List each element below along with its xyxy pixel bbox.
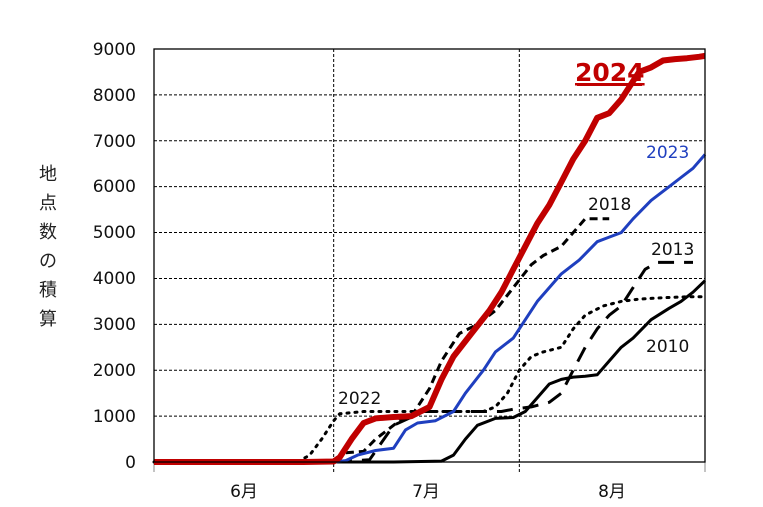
- label-2024: 2024: [575, 58, 645, 87]
- y-tick: 8000: [93, 86, 136, 106]
- y-tick: 0: [125, 453, 136, 473]
- label-2010: 2010: [646, 337, 689, 357]
- series-line-2018: [154, 217, 610, 464]
- y-axis-char: 点: [39, 193, 57, 214]
- plot-frame: [153, 48, 706, 463]
- y-tick: 3000: [93, 315, 136, 335]
- y-tick-labels: 0 1000 2000 3000 4000 5000 6000 7000 800…: [93, 40, 136, 473]
- series-labels: 2024 2023 2018 2013 2010 2022: [338, 58, 694, 409]
- y-axis-char: の: [39, 251, 57, 272]
- y-tick: 7000: [93, 132, 136, 152]
- y-tick: 2000: [93, 361, 136, 381]
- series-line-2013: [154, 260, 693, 464]
- y-axis-char: 数: [39, 222, 57, 243]
- x-tick-august: 8月: [598, 482, 626, 502]
- series-line-2024: [154, 52, 706, 465]
- label-2013: 2013: [651, 240, 694, 260]
- series-line-2022: [152, 295, 707, 464]
- grid-lines: [153, 49, 706, 472]
- x-tick-labels: 6月 7月 8月: [230, 482, 626, 502]
- y-axis-title: 地 点 数 の 積 算: [36, 160, 60, 334]
- x-tick-july: 7月: [412, 482, 440, 502]
- y-tick: 4000: [93, 269, 136, 289]
- y-axis-char: 算: [39, 309, 57, 330]
- y-tick: 1000: [93, 407, 136, 427]
- y-tick: 6000: [93, 177, 136, 197]
- label-2023: 2023: [646, 143, 689, 163]
- label-2022: 2022: [338, 389, 381, 409]
- y-axis-char: 積: [39, 280, 57, 301]
- y-axis-char: 地: [39, 164, 57, 185]
- y-tick: 9000: [93, 40, 136, 60]
- series-line-2010: [154, 279, 707, 464]
- x-tick-june: 6月: [230, 482, 258, 502]
- y-tick: 5000: [93, 223, 136, 243]
- series-line-2023: [154, 153, 707, 464]
- label-2018: 2018: [588, 195, 631, 215]
- series-lines: [152, 52, 707, 465]
